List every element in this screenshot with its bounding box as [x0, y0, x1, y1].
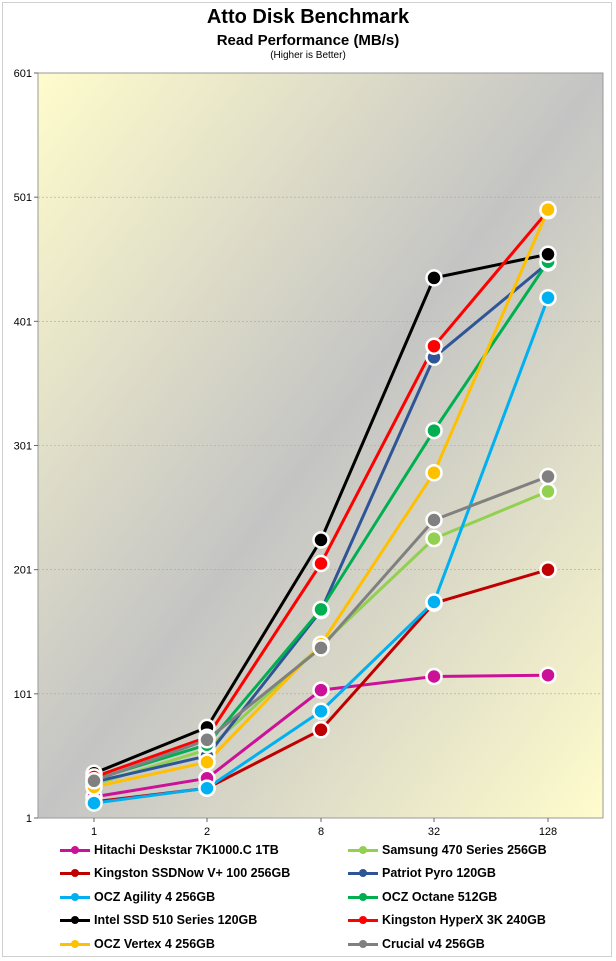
- data-point: [312, 681, 330, 699]
- data-point: [425, 421, 443, 440]
- legend-swatch: [348, 867, 378, 879]
- y-tick-label: 301: [14, 441, 32, 453]
- data-point: [312, 639, 330, 657]
- data-point: [539, 467, 557, 486]
- legend-swatch: [348, 938, 378, 950]
- data-point: [198, 753, 216, 771]
- legend-label: Samsung 470 Series 256GB: [382, 842, 547, 857]
- legend-item: OCZ Octane 512GB: [348, 885, 600, 909]
- data-point: [539, 200, 557, 219]
- legend-label: Patriot Pyro 120GB: [382, 866, 496, 881]
- legend-label: OCZ Agility 4 256GB: [94, 889, 216, 904]
- legend-label: Kingston HyperX 3K 240GB: [382, 913, 546, 928]
- chart-note: (Higher is Better): [270, 50, 346, 61]
- data-point: [539, 288, 557, 307]
- data-point: [425, 269, 443, 287]
- x-tick-label: 1: [91, 826, 97, 838]
- legend-item: Patriot Pyro 120GB: [348, 862, 600, 886]
- series-markers: [85, 245, 557, 783]
- y-tick-label: 201: [14, 565, 32, 577]
- y-tick-label: 101: [14, 689, 32, 701]
- x-tick-label: 128: [539, 826, 557, 838]
- legend-swatch: [60, 891, 90, 903]
- legend-item: Hitachi Deskstar 7K1000.C 1TB: [60, 838, 348, 862]
- legend-item: OCZ Agility 4 256GB: [60, 885, 348, 909]
- data-point: [539, 482, 557, 501]
- chart-subtitle: Read Performance (MB/s): [216, 32, 400, 49]
- legend-item: Kingston HyperX 3K 240GB: [348, 909, 600, 933]
- x-tick-label: 2: [204, 826, 210, 838]
- data-point: [425, 667, 443, 686]
- data-point: [312, 721, 330, 739]
- y-tick-label: 1: [26, 813, 32, 825]
- data-point: [198, 779, 216, 797]
- legend-item: Kingston SSDNow V+ 100 256GB: [60, 862, 348, 886]
- legend-swatch: [348, 914, 378, 926]
- chart-title: Atto Disk Benchmark: [206, 6, 410, 28]
- y-tick-label: 501: [14, 192, 32, 204]
- data-point: [539, 666, 557, 684]
- legend-item: Intel SSD 510 Series 120GB: [60, 909, 348, 933]
- x-tick-label: 32: [428, 826, 440, 838]
- legend-swatch: [60, 914, 90, 926]
- legend-label: Hitachi Deskstar 7K1000.C 1TB: [94, 842, 279, 857]
- data-point: [198, 731, 216, 749]
- legend-swatch: [60, 938, 90, 950]
- x-tick-label: 8: [318, 826, 324, 838]
- data-point: [312, 554, 330, 573]
- series-markers: [85, 288, 557, 812]
- data-point: [539, 245, 557, 264]
- data-point: [312, 600, 330, 619]
- data-point: [539, 560, 557, 579]
- data-point: [425, 337, 443, 355]
- legend-swatch: [60, 844, 90, 856]
- data-point: [312, 702, 330, 720]
- data-point: [85, 772, 103, 790]
- legend-label: OCZ Octane 512GB: [382, 889, 498, 904]
- data-point: [312, 531, 330, 549]
- legend-swatch: [348, 891, 378, 903]
- legend-label: Kingston SSDNow V+ 100 256GB: [94, 866, 291, 881]
- legend-item: Samsung 470 Series 256GB: [348, 838, 600, 862]
- series-markers: [85, 467, 557, 790]
- legend-swatch: [348, 844, 378, 856]
- data-point: [425, 464, 443, 482]
- legend-label: Crucial v4 256GB: [382, 936, 485, 951]
- data-point: [425, 529, 443, 548]
- chart-legend: Hitachi Deskstar 7K1000.C 1TB Samsung 470…: [60, 838, 600, 954]
- legend-label: OCZ Vertex 4 256GB: [94, 936, 215, 951]
- data-point: [85, 794, 103, 812]
- legend-label: Intel SSD 510 Series 120GB: [94, 913, 258, 928]
- y-tick-label: 601: [14, 68, 32, 80]
- legend-item: Crucial v4 256GB: [348, 932, 600, 956]
- data-point: [425, 511, 443, 529]
- legend-swatch: [60, 867, 90, 879]
- y-tick-label: 401: [14, 316, 32, 328]
- legend-item: OCZ Vertex 4 256GB: [60, 932, 348, 956]
- data-point: [425, 593, 443, 611]
